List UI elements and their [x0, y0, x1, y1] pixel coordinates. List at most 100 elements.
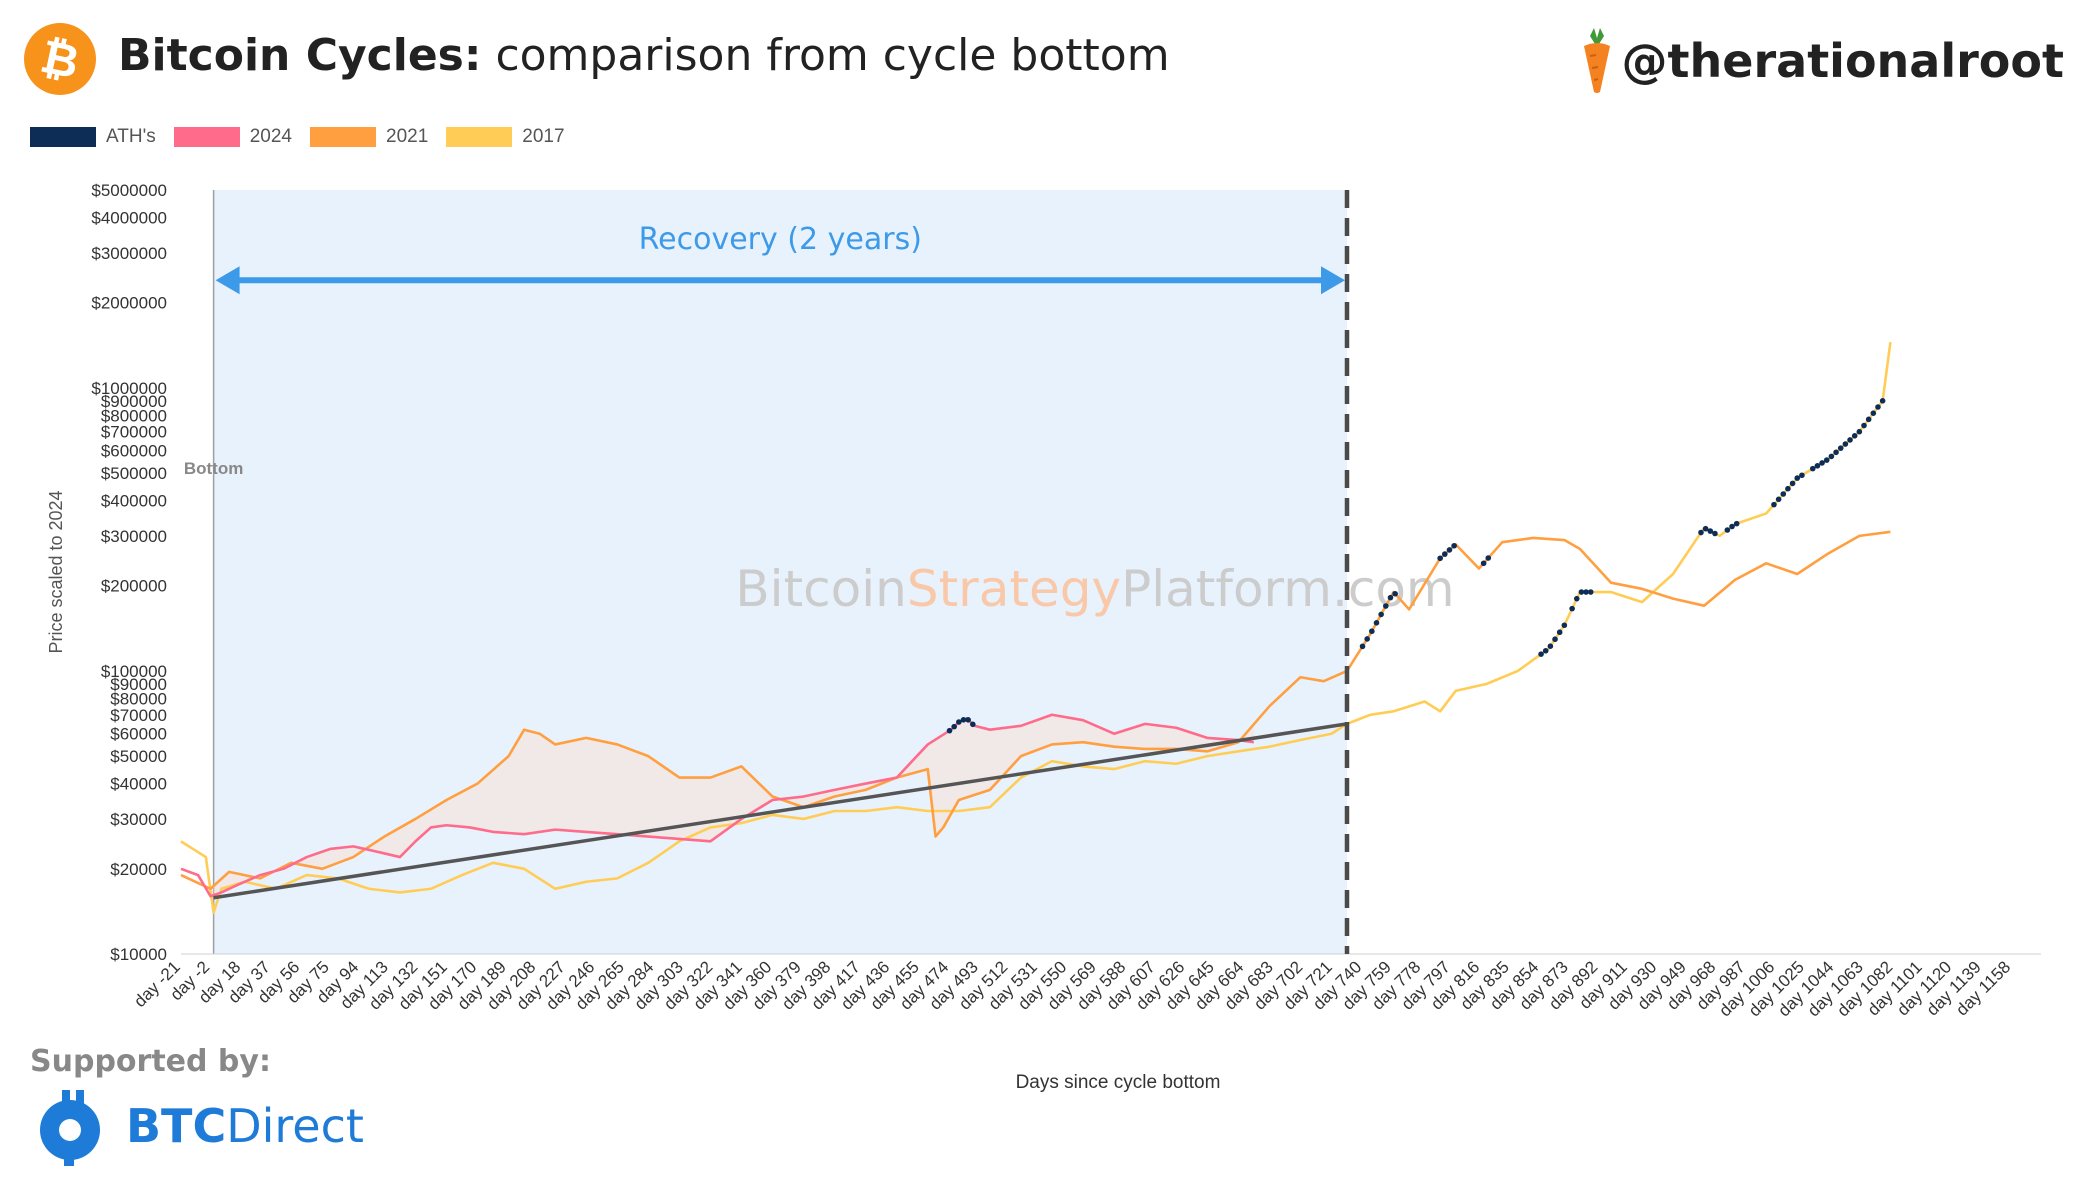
bottom-label: Bottom [184, 459, 243, 478]
ath-point [1828, 453, 1835, 460]
ath-point [1698, 529, 1704, 536]
ath-point [1538, 651, 1544, 657]
ath-point [1833, 449, 1839, 456]
btcdirect-logo-icon [40, 1090, 100, 1166]
y-tick-label: $1000000 [91, 379, 167, 398]
y-tick-label: $900000 [101, 392, 167, 411]
series-line-2017 [180, 342, 1892, 914]
ath-point [1583, 589, 1589, 595]
y-tick-label: $40000 [110, 775, 167, 794]
y-tick-label: $2000000 [91, 294, 167, 313]
y-tick-label: $500000 [101, 464, 167, 483]
legend-swatch-ath [30, 127, 96, 147]
ath-point [1775, 496, 1782, 503]
carrot-icon [1583, 28, 1610, 93]
ath-point [1794, 475, 1801, 481]
legend-item-2024[interactable]: 2024 [173, 126, 292, 148]
title-bold: Bitcoin Cycles: [118, 30, 482, 81]
y-tick-label: $5000000 [91, 181, 167, 200]
watermark-part: Bitcoin [735, 560, 906, 618]
ath-point [951, 723, 957, 730]
series-line-2021 [180, 530, 1891, 891]
legend-swatch-2017 [446, 127, 513, 147]
y-tick-label: $300000 [101, 527, 167, 546]
sponsor-logo[interactable]: BTCDirect [36, 1086, 364, 1166]
y-tick-label: $80000 [110, 689, 167, 708]
ath-point [1851, 433, 1858, 439]
ath-point [1879, 398, 1886, 404]
ath-point [1437, 555, 1443, 562]
ath-point [1387, 594, 1394, 601]
page-title: Bitcoin Cycles: comparison from cycle bo… [118, 30, 1170, 81]
ath-point [1378, 611, 1384, 618]
y-tick-label: $50000 [110, 747, 167, 766]
bitcoin-logo-icon: ₿ [24, 23, 96, 95]
y-tick-label: $100000 [101, 662, 167, 681]
y-tick-label: $3000000 [91, 244, 167, 263]
ath-point [1875, 404, 1881, 410]
legend-label: 2024 [249, 126, 292, 147]
ath-point [1799, 472, 1805, 479]
y-tick-label: $400000 [101, 492, 167, 511]
ath-point [1771, 501, 1777, 508]
supported-by-label: Supported by: [30, 1044, 271, 1079]
ath-point [1733, 520, 1740, 527]
legend-label: 2021 [386, 126, 429, 147]
ath-point [1712, 530, 1718, 537]
watermark-part: Platform.com [1121, 560, 1455, 618]
ath-point [1547, 643, 1554, 649]
ath-point [1373, 620, 1380, 626]
legend-item-2017[interactable]: 2017 [446, 126, 565, 148]
ath-point [1552, 636, 1558, 643]
ath-point [1451, 542, 1457, 549]
ath-point [1573, 595, 1580, 602]
ath-point [1578, 589, 1585, 595]
ath-point [1480, 560, 1487, 567]
ath-point [1707, 528, 1714, 534]
y-tick-label: $4000000 [91, 208, 167, 227]
ath-point [1569, 605, 1575, 612]
ath-point [1724, 527, 1731, 533]
sponsor-name: BTCDirect [126, 1099, 364, 1153]
ath-point [1729, 523, 1735, 530]
ath-point [1870, 410, 1877, 416]
y-tick-label: $60000 [110, 725, 167, 744]
y-tick-label: $70000 [110, 706, 167, 725]
ath-point [1865, 416, 1872, 423]
ath-point [1392, 590, 1398, 597]
ath-point [1837, 445, 1844, 451]
ath-point [965, 717, 971, 723]
y-tick-label: $10000 [110, 945, 167, 964]
ath-point [960, 717, 967, 723]
series-line-2024 [180, 713, 1255, 898]
y-tick-label: $200000 [101, 577, 167, 596]
watermark: BitcoinStrategyPlatform.com [735, 560, 1454, 618]
ath-point [1369, 628, 1375, 635]
ath-point [1446, 547, 1453, 553]
gap-shading [210, 715, 1254, 897]
ath-point [1542, 647, 1549, 654]
ath-point [956, 719, 962, 725]
legend-item-ath[interactable]: ATH's [30, 126, 156, 148]
author-handle[interactable]: @therationalroot [1580, 28, 2064, 94]
watermark-part: Strategy [907, 560, 1121, 618]
ath-point [1364, 636, 1370, 642]
y-tick-label: $800000 [101, 406, 167, 425]
ath-point [1561, 622, 1568, 629]
ath-point [970, 721, 976, 728]
ath-point [1861, 422, 1867, 429]
header: ₿ Bitcoin Cycles: comparison from cycle … [0, 0, 2080, 120]
ath-point [1485, 555, 1492, 561]
cycle-chart: $10000$20000$30000$40000$50000$60000$700… [46, 181, 2041, 1093]
legend-label: 2017 [522, 126, 565, 147]
ath-point [1847, 437, 1853, 443]
legend-swatch-2024 [173, 127, 240, 147]
legend-item-2021[interactable]: 2021 [310, 126, 428, 148]
x-axis-title: Days since cycle bottom [1016, 1072, 1221, 1093]
ath-point [1785, 485, 1791, 492]
ath-point [1823, 457, 1830, 463]
ath-point [1856, 428, 1863, 435]
ath-point [1809, 465, 1816, 472]
ath-point [1359, 643, 1366, 650]
ath-point [1780, 491, 1787, 497]
